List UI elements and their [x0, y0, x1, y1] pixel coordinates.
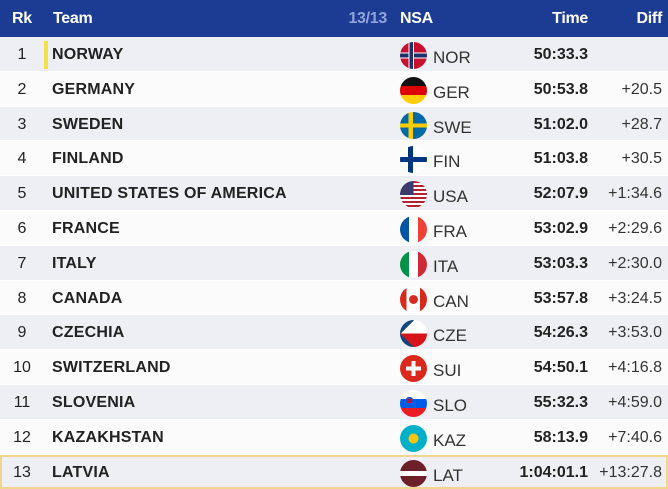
nsa-code: SUI [433, 361, 462, 381]
nsa-code: KAZ [433, 430, 467, 450]
table-row[interactable]: 1 NORWAY NOR 50:33.3 [0, 37, 668, 72]
time: 53:03.3 [533, 254, 588, 272]
table-row[interactable]: 11 SLOVENIA SLO 55:32.3 +4:59.0 [0, 384, 668, 420]
rank: 11 [13, 393, 31, 411]
table-row[interactable]: 5 UNITED STATES OF AMERICA USA 52:07.9 +… [0, 176, 668, 211]
switzerland-flag-icon [400, 355, 427, 383]
diff: +4:59.0 [608, 393, 662, 411]
canada-flag-icon [400, 285, 427, 313]
latvia-flag-icon [400, 459, 427, 487]
germany-flag-icon [400, 76, 427, 104]
team-name[interactable]: NORWAY [52, 46, 124, 63]
time: 54:50.1 [533, 359, 588, 377]
nsa-code: GER [433, 82, 470, 102]
slovenia-flag-icon [400, 389, 427, 417]
col-time[interactable]: Time [552, 10, 588, 27]
time: 50:53.8 [533, 80, 588, 98]
nsa-code: CZE [433, 326, 467, 346]
table-row[interactable]: 9 CZECHIA CZE 54:26.3 +3:53.0 [0, 315, 668, 351]
diff: +3:24.5 [608, 289, 662, 307]
nsa-code: NOR [433, 48, 471, 67]
time: 58:13.9 [533, 428, 588, 446]
table-row[interactable]: 3 SWEDEN SWE 51:02.0 +28.7 [0, 106, 668, 142]
diff: +7:40.6 [608, 428, 662, 446]
col-diff[interactable]: Diff [636, 10, 663, 27]
table-row[interactable]: 4 FINLAND FIN 51:03.8 +30.5 [0, 141, 668, 177]
table-row[interactable]: 8 CANADA CAN 53:57.8 +3:24.5 [0, 280, 668, 316]
rank: 5 [17, 185, 27, 203]
team-name[interactable]: FINLAND [52, 150, 124, 168]
time: 51:03.8 [533, 150, 588, 168]
czechia-flag-icon [400, 320, 427, 348]
diff: +2:29.6 [608, 219, 662, 237]
italy-flag-icon [400, 250, 427, 278]
time: 55:32.3 [533, 393, 588, 411]
team-name[interactable]: UNITED STATES OF AMERICA [52, 185, 287, 203]
nsa-code: LAT [433, 465, 463, 485]
rank: 8 [17, 289, 27, 307]
nsa-code: CAN [433, 291, 469, 311]
team-name[interactable]: SLOVENIA [52, 393, 136, 411]
diff: +30.5 [621, 150, 662, 168]
team-name[interactable]: CANADA [52, 289, 123, 307]
team-name[interactable]: SWEDEN [52, 115, 124, 133]
team-name[interactable]: LATVIA [52, 463, 110, 481]
france-flag-icon [400, 215, 427, 243]
table-header: Rk Team 13/13 NSA Time Diff [0, 0, 668, 37]
rank: 12 [13, 428, 31, 446]
diff: +28.7 [621, 115, 662, 133]
nsa-code: SWE [433, 117, 472, 137]
team-name[interactable]: SWITZERLAND [52, 359, 171, 377]
table-row[interactable]: 12 KAZAKHSTAN KAZ 58:13.9 +7:40.6 [0, 419, 668, 455]
time: 53:57.8 [533, 289, 588, 307]
rank: 13 [13, 463, 31, 481]
finland-flag-icon [400, 146, 427, 174]
rank: 1 [17, 46, 27, 63]
team-name[interactable]: CZECHIA [52, 324, 125, 342]
diff: +4:16.8 [608, 359, 662, 377]
rank: 9 [17, 324, 27, 342]
time: 51:02.0 [533, 115, 588, 133]
nsa-code: ITA [433, 256, 459, 276]
rank: 7 [17, 254, 27, 272]
table-row[interactable]: 6 FRANCE FRA 53:02.9 +2:29.6 [0, 210, 668, 246]
diff: +20.5 [621, 80, 662, 98]
time: 52:07.9 [533, 185, 588, 203]
kazakhstan-flag-icon [400, 424, 427, 452]
diff: +2:30.0 [608, 254, 662, 272]
col-rk[interactable]: Rk [12, 10, 32, 27]
table-row[interactable]: 13 LATVIA LAT 1:04:01.1 +13:27.8 [0, 454, 668, 489]
time: 50:33.3 [533, 46, 588, 63]
time: 53:02.9 [533, 219, 588, 237]
nsa-code: FRA [433, 221, 467, 241]
usa-flag-icon [400, 181, 427, 209]
team-name[interactable]: KAZAKHSTAN [52, 428, 164, 446]
rank: 2 [17, 80, 27, 98]
team-name[interactable]: GERMANY [52, 80, 136, 98]
col-team[interactable]: Team [53, 10, 93, 27]
nsa-code: SLO [433, 395, 468, 415]
col-nsa[interactable]: NSA [400, 10, 433, 27]
time: 1:04:01.1 [519, 463, 589, 481]
time: 54:26.3 [533, 324, 588, 342]
diff: +1:34.6 [608, 185, 662, 203]
diff: +13:27.8 [599, 463, 662, 481]
rank: 4 [17, 150, 27, 168]
rank: 6 [17, 219, 27, 237]
norway-flag-icon [400, 42, 427, 69]
table-row[interactable]: 2 GERMANY GER 50:53.8 +20.5 [0, 71, 668, 107]
result-count: 13/13 [348, 10, 387, 27]
rank: 3 [17, 115, 27, 133]
table-row[interactable]: 10 SWITZERLAND SUI 54:50.1 +4:16.8 [0, 350, 668, 385]
nsa-code: FIN [433, 152, 461, 172]
sweden-flag-icon [400, 111, 427, 139]
nsa-code: USA [433, 187, 468, 207]
diff: +3:53.0 [608, 324, 662, 342]
rank: 10 [13, 359, 31, 377]
team-name[interactable]: ITALY [52, 254, 97, 272]
team-name[interactable]: FRANCE [52, 219, 120, 237]
table-row[interactable]: 7 ITALY ITA 53:03.3 +2:30.0 [0, 245, 668, 281]
leader-marker [44, 41, 48, 69]
